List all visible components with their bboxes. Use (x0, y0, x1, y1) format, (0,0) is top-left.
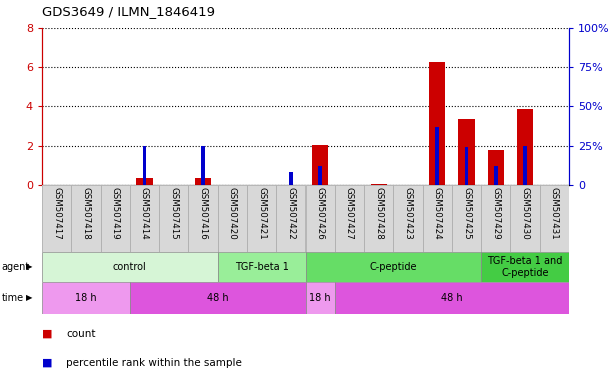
Bar (130, 185, 159, 252)
Text: C-peptide: C-peptide (370, 262, 417, 272)
Text: GSM507421: GSM507421 (257, 187, 266, 240)
Bar (488, 150, 504, 185)
Bar (371, 184, 387, 185)
Bar (458, 119, 475, 185)
Text: GDS3649 / ILMN_1846419: GDS3649 / ILMN_1846419 (42, 5, 215, 18)
Text: ■: ■ (42, 358, 53, 368)
Bar (143, 146, 146, 185)
Bar (42, 282, 130, 314)
Text: agent: agent (2, 262, 30, 272)
Bar (318, 166, 322, 185)
Bar (130, 282, 306, 314)
Bar (481, 185, 510, 252)
Bar (393, 185, 423, 252)
Text: GSM507426: GSM507426 (316, 187, 324, 240)
Text: GSM507418: GSM507418 (81, 187, 90, 240)
Bar (218, 252, 306, 282)
Bar (335, 282, 569, 314)
Bar (136, 178, 153, 185)
Bar (517, 109, 533, 185)
Text: GSM507420: GSM507420 (228, 187, 237, 240)
Bar (71, 185, 101, 252)
Text: GSM507416: GSM507416 (199, 187, 208, 240)
Text: 48 h: 48 h (207, 293, 229, 303)
Bar (540, 185, 569, 252)
Text: ■: ■ (42, 329, 53, 339)
Bar (436, 127, 439, 185)
Bar (159, 185, 188, 252)
Text: 18 h: 18 h (309, 293, 331, 303)
Bar (195, 178, 211, 185)
Text: GSM507414: GSM507414 (140, 187, 149, 240)
Text: GSM507422: GSM507422 (287, 187, 295, 240)
Text: GSM507428: GSM507428 (374, 187, 383, 240)
Text: TGF-beta 1 and
C-peptide: TGF-beta 1 and C-peptide (488, 256, 563, 278)
Text: count: count (67, 329, 96, 339)
Text: GSM507430: GSM507430 (521, 187, 530, 240)
Text: GSM507415: GSM507415 (169, 187, 178, 240)
Text: GSM507427: GSM507427 (345, 187, 354, 240)
Text: TGF-beta 1: TGF-beta 1 (235, 262, 288, 272)
Text: GSM507419: GSM507419 (111, 187, 120, 240)
Bar (335, 185, 364, 252)
Bar (306, 185, 335, 252)
Bar (510, 185, 540, 252)
Bar (465, 147, 468, 185)
Bar (42, 185, 71, 252)
Text: GSM507429: GSM507429 (491, 187, 500, 240)
Bar (218, 185, 247, 252)
Text: 18 h: 18 h (75, 293, 97, 303)
Text: 48 h: 48 h (441, 293, 463, 303)
Bar (481, 252, 569, 282)
Bar (201, 146, 205, 185)
Bar (364, 185, 393, 252)
Bar (42, 252, 218, 282)
Bar (276, 185, 306, 252)
Bar (306, 282, 335, 314)
Text: GSM507431: GSM507431 (550, 187, 559, 240)
Text: GSM507424: GSM507424 (433, 187, 442, 240)
Text: GSM507423: GSM507423 (403, 187, 412, 240)
Bar (101, 185, 130, 252)
Text: time: time (2, 293, 24, 303)
Bar (247, 185, 276, 252)
Bar (306, 252, 481, 282)
Text: ▶: ▶ (26, 263, 32, 271)
Text: percentile rank within the sample: percentile rank within the sample (67, 358, 243, 368)
Bar (188, 185, 218, 252)
Bar (523, 146, 527, 185)
Text: GSM507425: GSM507425 (462, 187, 471, 240)
Bar (429, 62, 445, 185)
Bar (494, 166, 497, 185)
Text: ▶: ▶ (26, 293, 32, 303)
Bar (289, 172, 293, 185)
Text: control: control (113, 262, 147, 272)
Bar (452, 185, 481, 252)
Bar (312, 145, 328, 185)
Text: GSM507417: GSM507417 (52, 187, 61, 240)
Bar (423, 185, 452, 252)
